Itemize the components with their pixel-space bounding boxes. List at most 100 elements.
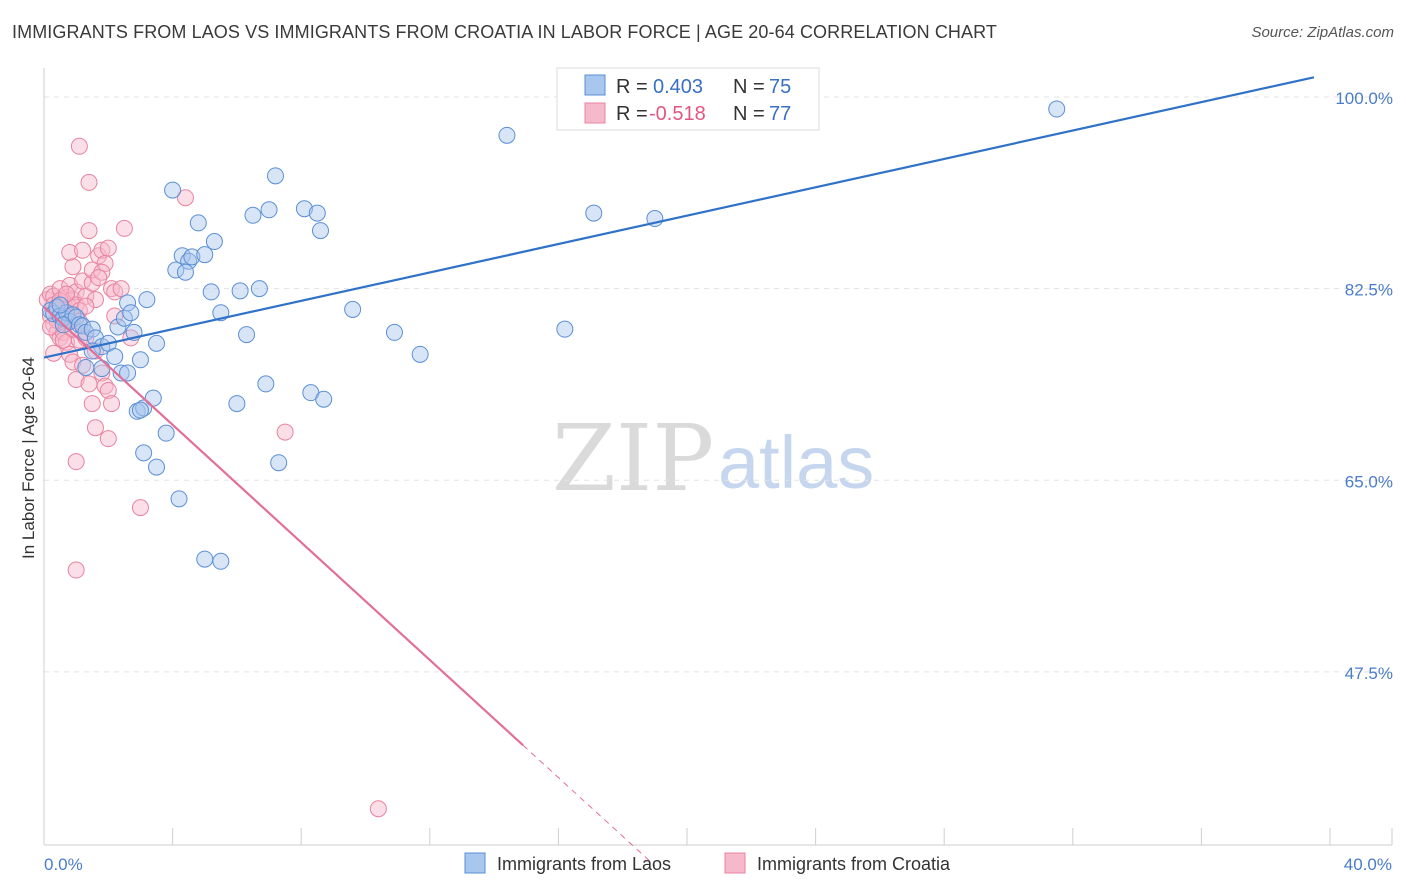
point-laos <box>48 298 66 316</box>
point-croatia <box>67 371 85 389</box>
point-laos <box>106 348 124 366</box>
point-laos <box>83 320 101 338</box>
point-croatia <box>77 297 95 315</box>
bottom-legend-label-laos: Immigrants from Laos <box>497 854 671 874</box>
point-laos <box>109 318 127 336</box>
trendline-croatia-extension <box>522 744 656 867</box>
point-laos <box>257 375 275 393</box>
point-laos <box>119 364 137 382</box>
point-croatia <box>54 331 72 349</box>
legend-r-value-laos: 0.403 <box>653 76 703 98</box>
point-laos <box>148 458 166 476</box>
x-ticks <box>43 828 1393 845</box>
point-croatia <box>99 430 117 448</box>
point-croatia <box>103 395 121 413</box>
point-croatia <box>131 499 149 517</box>
y-tick-labels: 100.0% 82.5% 65.0% 47.5% <box>1335 89 1393 683</box>
point-laos <box>122 304 140 322</box>
point-croatia <box>176 189 194 207</box>
point-laos <box>385 323 403 341</box>
point-croatia <box>83 395 101 413</box>
y-tick-label: 47.5% <box>1345 664 1393 683</box>
point-croatia <box>99 239 117 257</box>
point-croatia <box>99 381 117 399</box>
point-laos <box>231 282 249 300</box>
point-croatia <box>115 219 133 237</box>
point-croatia <box>64 258 82 276</box>
legend-r-label-laos: R = <box>616 76 648 98</box>
x-tick-label-min: 0.0% <box>44 855 83 874</box>
point-croatia <box>80 173 98 191</box>
point-laos <box>212 552 230 570</box>
chart-title: IMMIGRANTS FROM LAOS VS IMMIGRANTS FROM … <box>12 22 998 42</box>
y-axis-label: In Labor Force | Age 20-64 <box>19 357 38 559</box>
point-croatia <box>86 291 104 309</box>
point-laos <box>135 444 153 462</box>
legend-n-label-croatia: N = <box>733 103 765 125</box>
point-laos <box>411 345 429 363</box>
legend-n-label-laos: N = <box>733 76 765 98</box>
point-laos <box>260 201 278 219</box>
point-croatia <box>93 241 111 259</box>
legend-r-label-croatia: R = <box>616 103 648 125</box>
legend-swatch-croatia <box>584 102 606 124</box>
point-laos <box>308 204 326 222</box>
point-laos <box>1048 100 1066 118</box>
point-laos <box>202 283 220 301</box>
trendlines <box>43 76 1315 867</box>
point-laos <box>196 550 214 568</box>
point-laos <box>135 399 153 417</box>
point-laos <box>250 280 268 298</box>
point-croatia <box>67 561 85 579</box>
point-laos <box>244 206 262 224</box>
point-laos <box>238 326 256 344</box>
point-laos <box>189 214 207 232</box>
point-laos <box>77 358 95 376</box>
legend-n-value-croatia: 77 <box>769 103 791 125</box>
axes <box>43 68 1392 846</box>
bottom-legend-swatch-croatia <box>724 852 746 874</box>
point-croatia <box>61 276 79 294</box>
point-laos <box>131 351 149 369</box>
point-laos <box>311 222 329 240</box>
y-tick-label: 82.5% <box>1345 281 1393 300</box>
point-laos <box>183 248 201 266</box>
bottom-legend-label-croatia: Immigrants from Croatia <box>757 854 951 874</box>
point-croatia <box>58 285 76 303</box>
point-croatia <box>74 241 92 259</box>
point-laos <box>93 360 111 378</box>
point-laos <box>556 320 574 338</box>
point-croatia <box>64 353 82 371</box>
bottom-legend: Immigrants from Laos Immigrants from Cro… <box>464 852 951 874</box>
point-croatia <box>80 222 98 240</box>
point-laos <box>196 246 214 264</box>
point-laos <box>228 395 246 413</box>
point-croatia <box>112 280 130 298</box>
point-laos <box>148 334 166 352</box>
legend-r-value-croatia: -0.518 <box>649 103 706 125</box>
point-croatia <box>90 269 108 287</box>
legend-swatch-laos <box>584 74 606 96</box>
point-laos <box>51 296 69 314</box>
y-tick-label: 100.0% <box>1335 89 1393 108</box>
point-laos <box>585 204 603 222</box>
point-laos <box>138 291 156 309</box>
point-laos <box>164 181 182 199</box>
point-laos <box>295 200 313 218</box>
trendline-croatia <box>43 306 524 747</box>
trendline-laos <box>43 76 1315 359</box>
point-laos <box>315 390 333 408</box>
point-laos <box>344 300 362 318</box>
x-tick-label-max: 40.0% <box>1344 855 1392 874</box>
point-laos <box>270 454 288 472</box>
point-laos <box>498 126 516 144</box>
point-croatia <box>276 423 294 441</box>
point-laos <box>157 424 175 442</box>
point-laos <box>176 263 194 281</box>
watermark-zip: ZIP <box>552 405 714 512</box>
point-croatia <box>80 375 98 393</box>
point-croatia <box>86 419 104 437</box>
point-croatia <box>67 453 85 471</box>
point-laos <box>266 167 284 185</box>
